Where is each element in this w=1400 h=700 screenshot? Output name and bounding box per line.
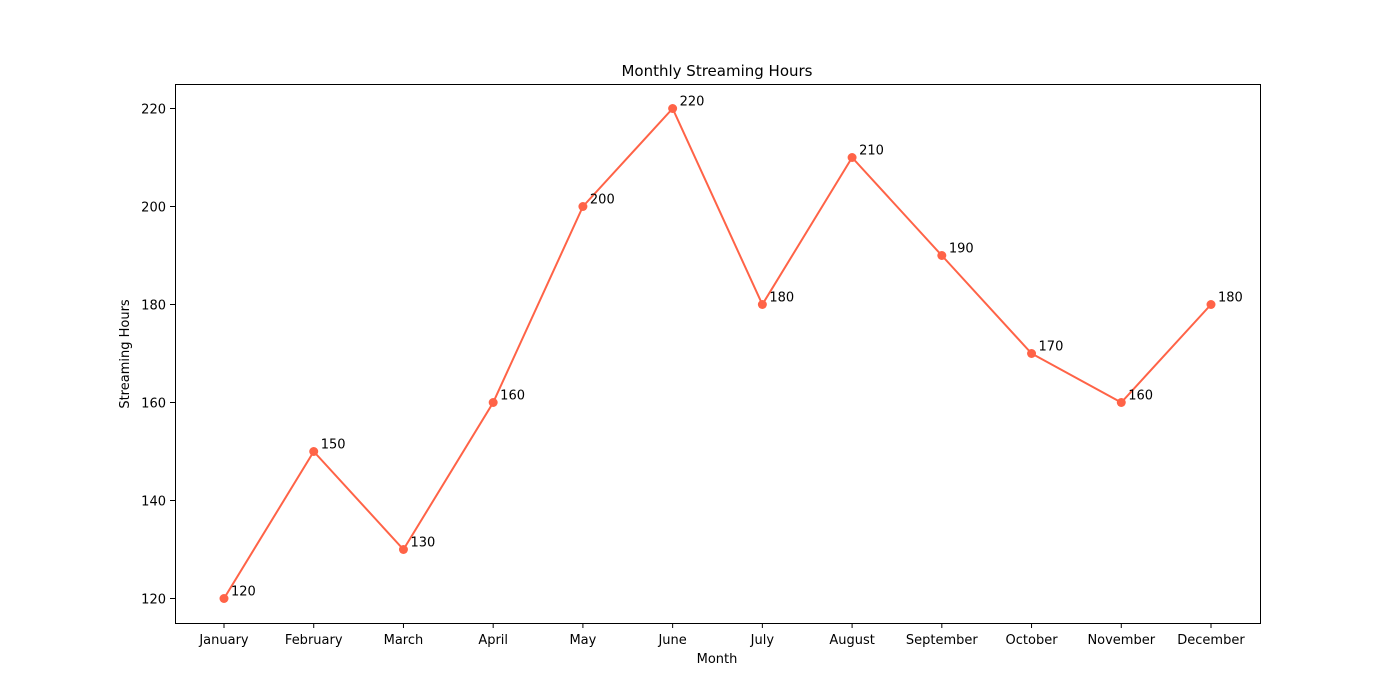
- data-point: [668, 104, 678, 113]
- data-label: 190: [949, 242, 974, 257]
- data-point: [937, 251, 947, 260]
- y-tick-label: 160: [141, 397, 166, 412]
- data-label: 160: [500, 389, 525, 404]
- data-label: 170: [1039, 340, 1064, 355]
- data-label: 160: [1128, 389, 1153, 404]
- x-tick-label: November: [1087, 633, 1155, 648]
- x-tick-label: December: [1177, 633, 1245, 648]
- y-tick-label: 180: [141, 299, 166, 314]
- data-points: [219, 104, 1216, 603]
- x-tick-label: March: [384, 633, 424, 648]
- x-tick-label: May: [569, 633, 596, 648]
- data-point: [578, 202, 588, 211]
- data-point: [1116, 398, 1126, 407]
- x-axis-label: Month: [697, 652, 738, 667]
- x-tick-label: January: [198, 633, 249, 648]
- data-point: [398, 545, 408, 554]
- chart-title: Monthly Streaming Hours: [621, 62, 812, 80]
- data-point: [309, 447, 319, 456]
- data-point: [219, 594, 229, 603]
- data-label: 180: [1218, 291, 1243, 306]
- y-axis-label: Streaming Hours: [118, 299, 133, 409]
- x-tick-label: August: [829, 633, 875, 648]
- data-point: [847, 153, 857, 162]
- data-point: [757, 300, 767, 309]
- x-tick-label: February: [285, 633, 343, 648]
- x-tick-label: October: [1006, 633, 1059, 648]
- data-point: [488, 398, 498, 407]
- x-tick-label: September: [906, 633, 979, 648]
- y-tick-label: 140: [141, 495, 166, 510]
- data-label: 130: [410, 536, 435, 551]
- data-label: 150: [321, 438, 346, 453]
- y-tick-label: 120: [141, 593, 166, 608]
- data-label: 210: [859, 144, 884, 159]
- x-tick-label: June: [657, 633, 686, 648]
- x-tick-label: July: [750, 633, 775, 648]
- data-labels: 120 150 130 160 200 220 180 210 190 170 160 180: [231, 95, 1243, 600]
- data-point: [1206, 300, 1216, 309]
- data-label: 220: [680, 95, 705, 110]
- x-tick-label: April: [478, 633, 508, 648]
- x-axis: January February March April May June July Augu…: [198, 623, 1245, 648]
- plot-frame: [175, 84, 1261, 624]
- series-line: [223, 106, 1212, 600]
- y-axis: 120 140 160 180 200 220: [141, 103, 175, 608]
- data-label: 180: [769, 291, 794, 306]
- data-label: 120: [231, 585, 256, 600]
- data-point: [1027, 349, 1037, 358]
- data-label: 200: [590, 193, 615, 208]
- y-tick-label: 220: [141, 103, 166, 118]
- y-tick-label: 200: [141, 201, 166, 216]
